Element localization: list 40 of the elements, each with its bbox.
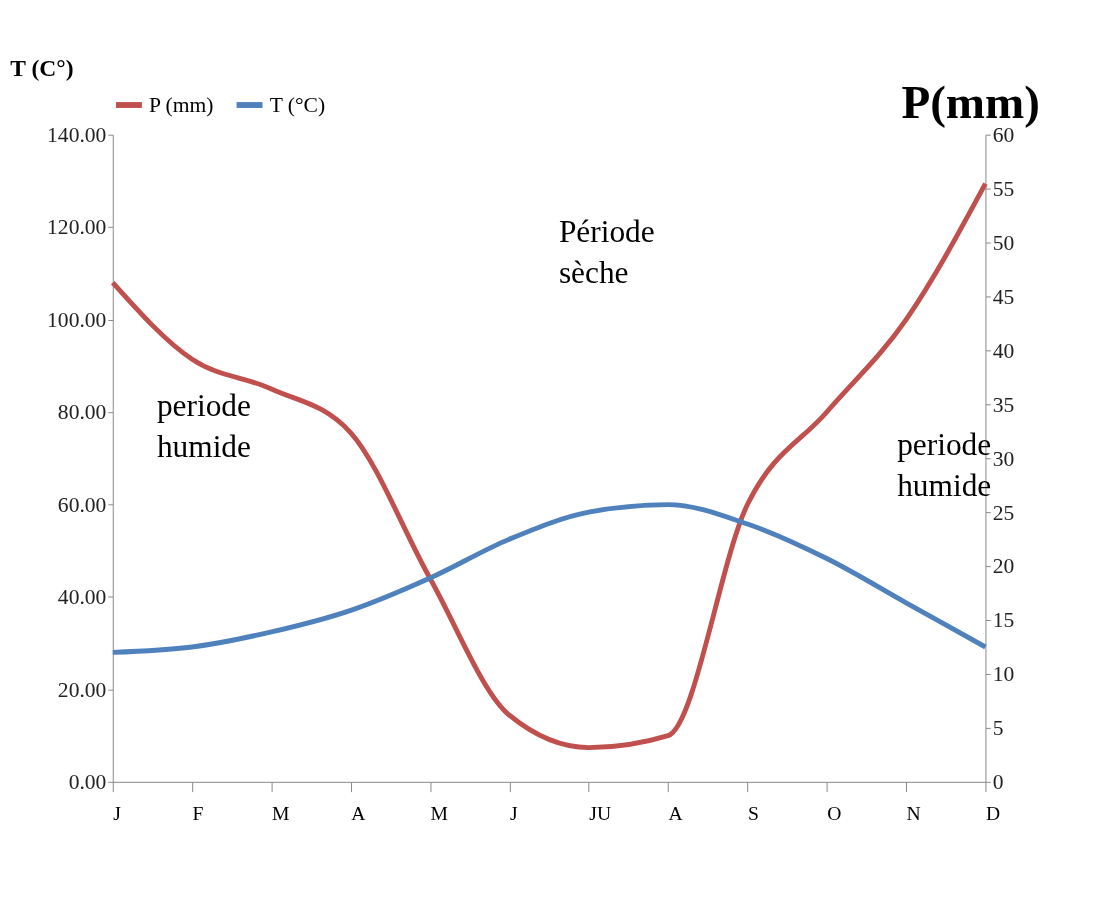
- legend-label: T (°C): [269, 92, 326, 117]
- y2-tick-label: 45: [992, 284, 1015, 309]
- line-series: [110, 502, 988, 655]
- y-tick-label: 40.00: [57, 585, 107, 610]
- x-tick-label: JU: [589, 802, 612, 824]
- y2-tick-label: 15: [992, 608, 1015, 633]
- x-tick-label: J: [113, 802, 122, 824]
- y2-tick-label: 10: [992, 662, 1015, 687]
- y2-tick-label: 55: [992, 176, 1015, 201]
- legend-label: P (mm): [149, 92, 214, 117]
- y2-tick-label: 35: [992, 392, 1015, 417]
- x-tick-label: S: [747, 802, 759, 824]
- y2-tick-label: 0: [992, 770, 1004, 795]
- x-tick-label: F: [192, 802, 204, 824]
- x-tick-label: J: [509, 802, 518, 824]
- y2-tick-label: 25: [992, 500, 1015, 525]
- y2-tick-label: 30: [992, 446, 1015, 471]
- x-tick-label: O: [827, 802, 842, 824]
- x-tick-label: A: [668, 802, 684, 824]
- y-tick-label: 20.00: [57, 677, 107, 702]
- y-tick-label: 140.00: [47, 123, 107, 148]
- annotation: periode humide: [897, 427, 992, 504]
- y-tick-label: 100.00: [47, 307, 107, 332]
- x-tick-label: N: [906, 802, 921, 824]
- y-tick-label: 0.00: [68, 770, 107, 795]
- line-series: [110, 181, 988, 751]
- x-tick-label: D: [985, 802, 1001, 824]
- y-tick-label: 80.00: [57, 400, 107, 425]
- y2-tick-label: 50: [992, 230, 1015, 255]
- annotation: Période sèche: [558, 213, 655, 290]
- x-tick-label: M: [271, 802, 290, 824]
- y-axis-title: T (C°): [10, 55, 74, 82]
- y2-tick-label: 40: [992, 338, 1015, 363]
- x-tick-label: M: [430, 802, 449, 824]
- y-tick-label: 60.00: [57, 492, 107, 517]
- y2-tick-label: 20: [992, 554, 1015, 579]
- annotation: periode humide: [156, 388, 251, 465]
- y2-tick-label: 5: [992, 716, 1004, 741]
- x-tick-label: A: [351, 802, 367, 824]
- y-tick-label: 120.00: [47, 215, 107, 240]
